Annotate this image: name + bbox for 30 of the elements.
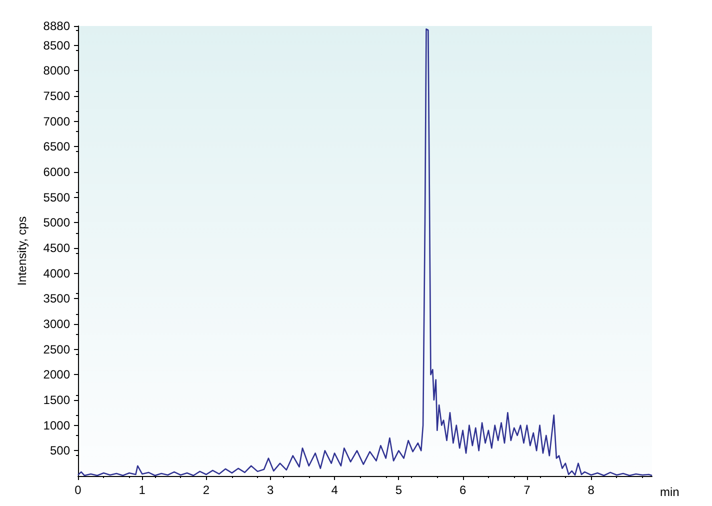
y-tick-label: 1500: [43, 392, 70, 407]
x-tick-label: 1: [138, 483, 146, 497]
y-tick-label: 8000: [43, 64, 70, 78]
x-tick-label: 3: [267, 483, 274, 497]
y-tick-label: 5500: [43, 190, 70, 204]
x-axis-title: min: [660, 485, 680, 499]
x-tick-label: 2: [202, 483, 210, 497]
x-tick-label: 0: [74, 483, 82, 497]
x-tick-label: 8: [588, 483, 595, 497]
x-tick-label: 6: [459, 483, 466, 497]
y-tick-label: 2500: [43, 342, 70, 356]
y-tick-label: 1000: [43, 418, 70, 432]
y-tick-label: 7500: [43, 88, 70, 103]
y-tick-label: 6500: [43, 140, 70, 154]
x-tick-label: 4: [331, 483, 338, 497]
y-tick-label: 8880: [43, 19, 70, 33]
x-tick-label: 5: [395, 483, 402, 497]
y-tick-label: 3500: [43, 292, 70, 306]
y-tick-label: 2000: [43, 368, 70, 382]
y-tick-label: 4500: [43, 240, 70, 255]
y-tick-label: 8500: [43, 38, 70, 52]
y-tick-label: 5000: [43, 216, 70, 230]
y-tick-label: 4000: [43, 266, 70, 280]
y-tick-label: 500: [50, 444, 70, 458]
y-axis-title: Intensity, cps: [15, 216, 29, 286]
line-series: [77, 28, 653, 476]
y-tick-label: 6000: [43, 164, 70, 179]
x-tick-label: 7: [524, 483, 531, 497]
y-tick-label: 3000: [43, 316, 70, 331]
y-tick-label: 7000: [43, 114, 70, 128]
